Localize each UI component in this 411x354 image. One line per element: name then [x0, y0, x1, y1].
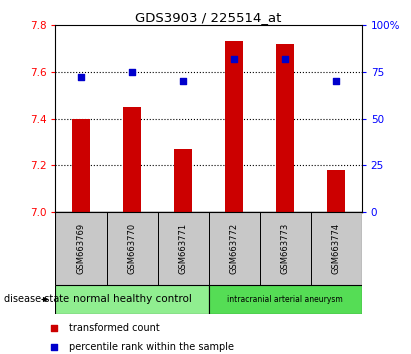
Text: intracranial arterial aneurysm: intracranial arterial aneurysm	[227, 295, 343, 304]
Bar	[209, 285, 362, 314]
Point	[180, 78, 186, 84]
Bar	[225, 41, 243, 212]
Bar	[72, 119, 90, 212]
Bar	[276, 44, 294, 212]
Bar	[311, 212, 362, 285]
Point	[231, 56, 238, 61]
Bar	[260, 212, 311, 285]
Bar	[157, 212, 208, 285]
Text: GSM663773: GSM663773	[281, 223, 290, 274]
Point	[50, 326, 57, 331]
Point	[129, 69, 135, 74]
Text: GSM663772: GSM663772	[230, 223, 239, 274]
Text: GSM663770: GSM663770	[127, 223, 136, 274]
Text: transformed count: transformed count	[69, 324, 160, 333]
Bar	[209, 212, 260, 285]
Text: normal healthy control: normal healthy control	[73, 295, 192, 304]
Bar	[123, 107, 141, 212]
Point	[50, 344, 57, 349]
Point	[78, 74, 84, 80]
Text: GSM663769: GSM663769	[76, 223, 85, 274]
Bar	[106, 212, 157, 285]
Bar	[174, 149, 192, 212]
Text: GSM663774: GSM663774	[332, 223, 341, 274]
Text: GSM663771: GSM663771	[178, 223, 187, 274]
Bar	[55, 212, 106, 285]
Title: GDS3903 / 225514_at: GDS3903 / 225514_at	[135, 11, 282, 24]
Bar	[55, 285, 209, 314]
Point	[282, 56, 289, 61]
Text: percentile rank within the sample: percentile rank within the sample	[69, 342, 234, 352]
Text: disease state: disease state	[4, 295, 69, 304]
Point	[333, 78, 339, 84]
Bar	[327, 170, 345, 212]
